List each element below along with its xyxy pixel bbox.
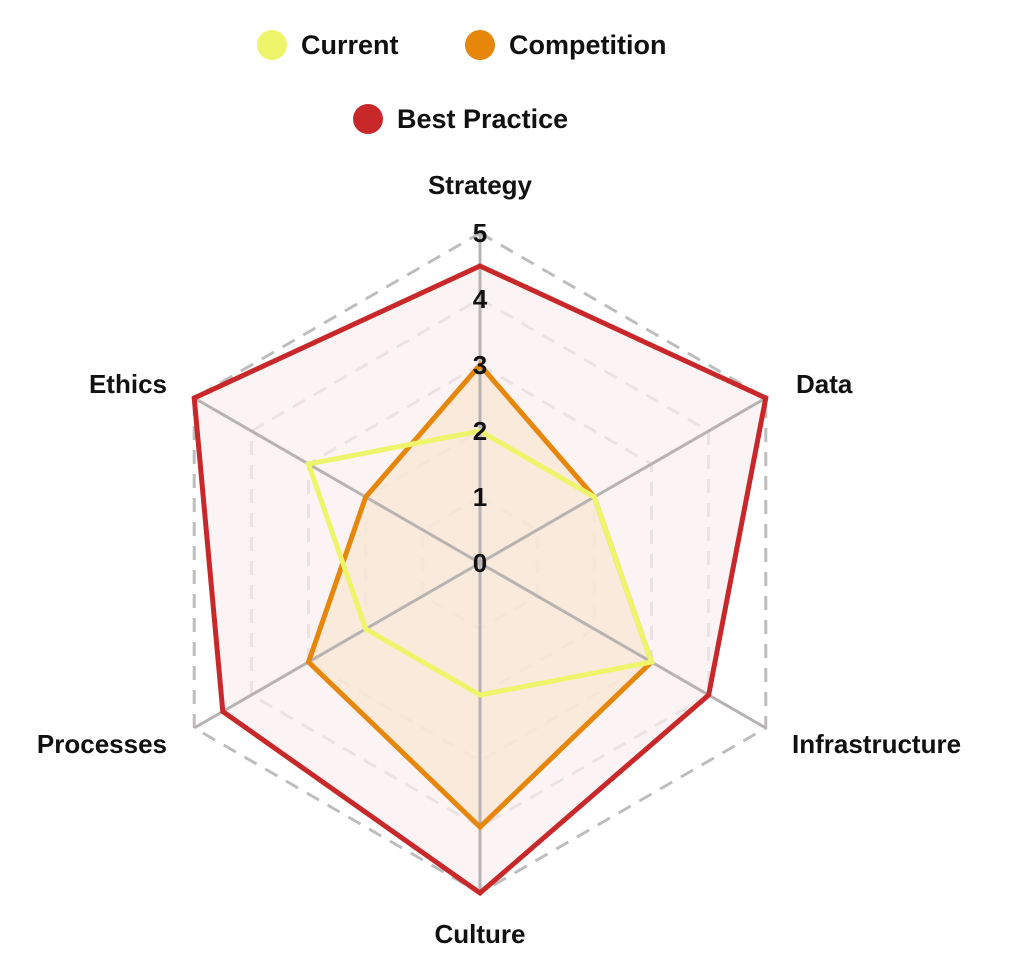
tick-label-0: 0 [473,548,487,578]
axis-label-culture: Culture [435,919,526,949]
axis-label-infrastructure: Infrastructure [792,729,961,759]
tick-label-4: 4 [473,284,488,314]
legend-item-competition[interactable]: Competition [465,30,666,60]
legend-swatch-current [257,30,287,60]
axis-label-processes: Processes [37,729,167,759]
tick-label-3: 3 [473,350,487,380]
tick-labels: 0 1 2 3 4 5 [473,218,488,578]
series-lines [191,263,769,897]
axis-labels: Strategy Data Infrastructure Culture Process… [37,170,961,949]
legend-item-current[interactable]: Current [257,30,399,60]
axis-label-strategy: Strategy [428,170,533,200]
spoke-processes [193,561,481,730]
legend-label-competition: Competition [509,30,666,60]
spoke-ethics [193,396,481,565]
tick-label-1: 1 [473,482,487,512]
spoke-infrastructure [479,561,767,730]
legend-label-best-practice: Best Practice [397,104,568,134]
tick-label-2: 2 [473,416,487,446]
spoke-data [479,396,767,565]
legend-item-best-practice[interactable]: Best Practice [353,104,568,134]
axis-label-data: Data [796,369,853,399]
series-line-current [305,428,655,698]
legend-swatch-competition [465,30,495,60]
radar-spokes [193,233,767,893]
legend-label-current: Current [301,30,399,60]
tick-label-5: 5 [473,218,487,248]
axis-label-ethics: Ethics [89,369,167,399]
legend: Current Competition Best Practice [257,30,666,134]
series-line-best-practice [191,263,769,897]
legend-swatch-best-practice [353,104,383,134]
